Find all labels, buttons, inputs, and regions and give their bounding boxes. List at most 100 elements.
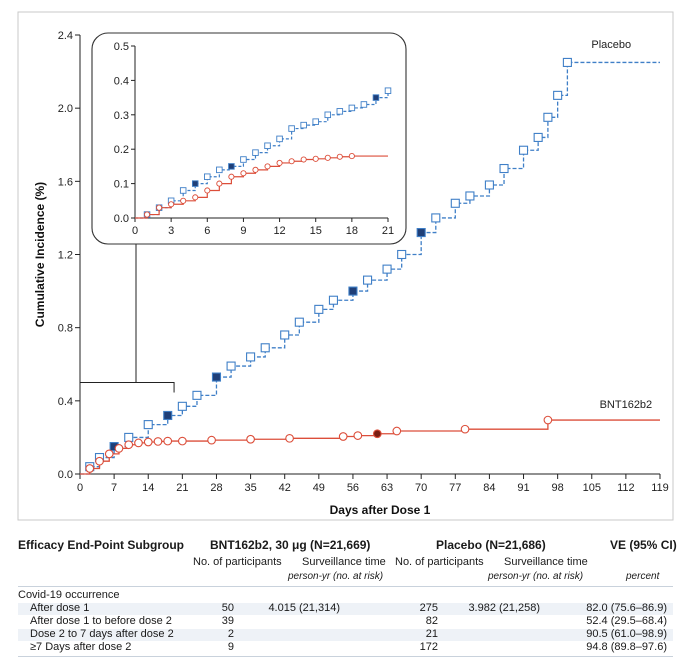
- inset-x-tick-label: 6: [204, 225, 210, 237]
- inset-placebo-point: [179, 187, 187, 194]
- y-axis-title: Cumulative Incidence (%): [33, 182, 47, 327]
- inset-x-tick-label: 15: [310, 225, 322, 237]
- bnt162b2-point: [163, 436, 173, 446]
- ve-value: 52.4 (29.5–68.4): [586, 615, 667, 627]
- table-bottom-rule: [18, 656, 673, 657]
- inset-chart: 0 3 6 9 12 15 18 21 0.0 0.1 0.2 0.3 0.4 0.5: [91, 32, 407, 245]
- inset-bnt162b2-point: [324, 154, 331, 161]
- inset-bnt162b2-point: [192, 194, 199, 201]
- placebo-point: [280, 330, 290, 340]
- inset-placebo-point: [288, 125, 295, 132]
- inset-bnt162b2-point: [204, 187, 211, 194]
- inset-frame: [91, 32, 407, 245]
- bnt-participants: 39: [221, 615, 234, 627]
- bnt-header: BNT162b2, 30 μg (N=21,669): [210, 538, 371, 552]
- inset-bnt162b2-point: [216, 180, 223, 187]
- bnt162b2-point: [134, 438, 143, 448]
- inset-bnt162b2-point: [168, 201, 175, 208]
- x-tick-label: 28: [210, 482, 222, 494]
- row-label: ≥7 Days after dose 2: [30, 641, 132, 653]
- inset-placebo-point: [264, 142, 271, 150]
- placebo-point: [177, 401, 187, 411]
- placebo-point: [226, 361, 236, 371]
- placebo-point: [314, 304, 324, 314]
- placebo-point: [431, 213, 441, 223]
- x-tick-label: 119: [651, 482, 669, 494]
- inset-placebo-point: [300, 121, 307, 129]
- inset-bnt162b2-point: [156, 204, 163, 211]
- inset-bnt162b2-point: [252, 166, 259, 173]
- x-tick-label: 14: [142, 482, 154, 494]
- header-divider: [18, 586, 673, 587]
- placebo-point: [416, 228, 426, 238]
- bnt162b2-point: [85, 464, 95, 473]
- inset-bnt162b2-point: [264, 163, 271, 170]
- bnt162b2-point: [104, 449, 114, 459]
- bnt162b2-point: [285, 433, 294, 443]
- inset-x-tick-label: 0: [132, 225, 138, 237]
- bnt162b2-point: [124, 440, 134, 450]
- inset-placebo-point: [324, 111, 332, 119]
- placebo-point: [465, 191, 475, 201]
- row-label: After dose 1: [30, 602, 90, 614]
- bnt-participants: 50: [221, 602, 234, 614]
- inset-bnt162b2-point: [348, 153, 355, 160]
- ve-header: VE (95% CI): [610, 538, 677, 552]
- y-tick-label: 2.4: [58, 30, 73, 42]
- inset-bnt162b2-point: [228, 173, 235, 180]
- bnt162b2-point: [460, 424, 470, 434]
- inset-y-tick-label: 0.3: [114, 110, 129, 122]
- placebo-point: [246, 352, 256, 362]
- bnt-participants-label: No. of participants: [193, 556, 282, 568]
- placebo-point: [328, 295, 338, 305]
- bnt162b2-point: [207, 435, 216, 445]
- x-tick-label: 7: [111, 482, 117, 494]
- x-tick-label: 70: [415, 482, 427, 494]
- placebo-point: [294, 317, 304, 327]
- inset-x-tick-label: 21: [382, 225, 394, 237]
- ve-percent-label: percent: [626, 571, 660, 582]
- bnt162b2-point: [372, 429, 382, 439]
- inset-placebo-point: [216, 166, 223, 174]
- inset-bnt162b2-point: [180, 197, 187, 204]
- x-tick-label: 63: [381, 482, 393, 494]
- inset-placebo-point: [336, 108, 344, 115]
- y-tick-label: 0.0: [58, 469, 73, 481]
- bnt162b2-point: [246, 434, 255, 444]
- bnt162b2-point: [392, 426, 402, 436]
- inset-placebo-point: [276, 135, 283, 143]
- inset-y-tick-label: 0.5: [114, 41, 129, 53]
- bnt-surveillance-label: Surveillance time: [302, 556, 386, 568]
- subgroup-header: Efficacy End-Point Subgroup: [18, 538, 185, 552]
- placebo-point: [260, 343, 270, 353]
- placebo-point: [124, 432, 134, 442]
- x-tick-label: 0: [77, 482, 83, 494]
- chart-frame: [17, 11, 674, 521]
- x-axis-title: Days after Dose 1: [330, 503, 431, 517]
- placebo-point: [518, 145, 529, 155]
- inset-y-tick-label: 0.0: [114, 213, 129, 225]
- placebo-point: [363, 275, 373, 285]
- placebo-person-yr-label: person-yr (no. at risk): [488, 571, 584, 582]
- placebo-line: [80, 61, 660, 475]
- x-tick-label: 56: [347, 482, 359, 494]
- placebo-point: [533, 132, 543, 142]
- table-row-band: [18, 603, 673, 615]
- inset-x-tick-label: 18: [346, 225, 358, 237]
- bnt162b2-point: [353, 431, 363, 440]
- placebo-point: [484, 180, 494, 190]
- placebo-point: [192, 390, 202, 400]
- ve-value: 90.5 (61.0–98.9): [586, 628, 667, 640]
- inset-placebo-point: [240, 156, 247, 163]
- bnt-participants: 9: [227, 641, 234, 653]
- x-tick-label: 21: [176, 482, 188, 494]
- inset-y-tick-label: 0.1: [114, 179, 129, 191]
- placebo-participants: 172: [419, 641, 438, 653]
- inset-y-tick-label: 0.2: [114, 144, 129, 156]
- inset-placebo-point: [360, 101, 368, 108]
- inset-bracket: [79, 382, 175, 393]
- placebo-header: Placebo (N=21,686): [436, 538, 546, 552]
- bnt162b2-point: [543, 415, 553, 425]
- bnt162b2-point: [143, 437, 153, 447]
- x-tick-label: 35: [244, 482, 256, 494]
